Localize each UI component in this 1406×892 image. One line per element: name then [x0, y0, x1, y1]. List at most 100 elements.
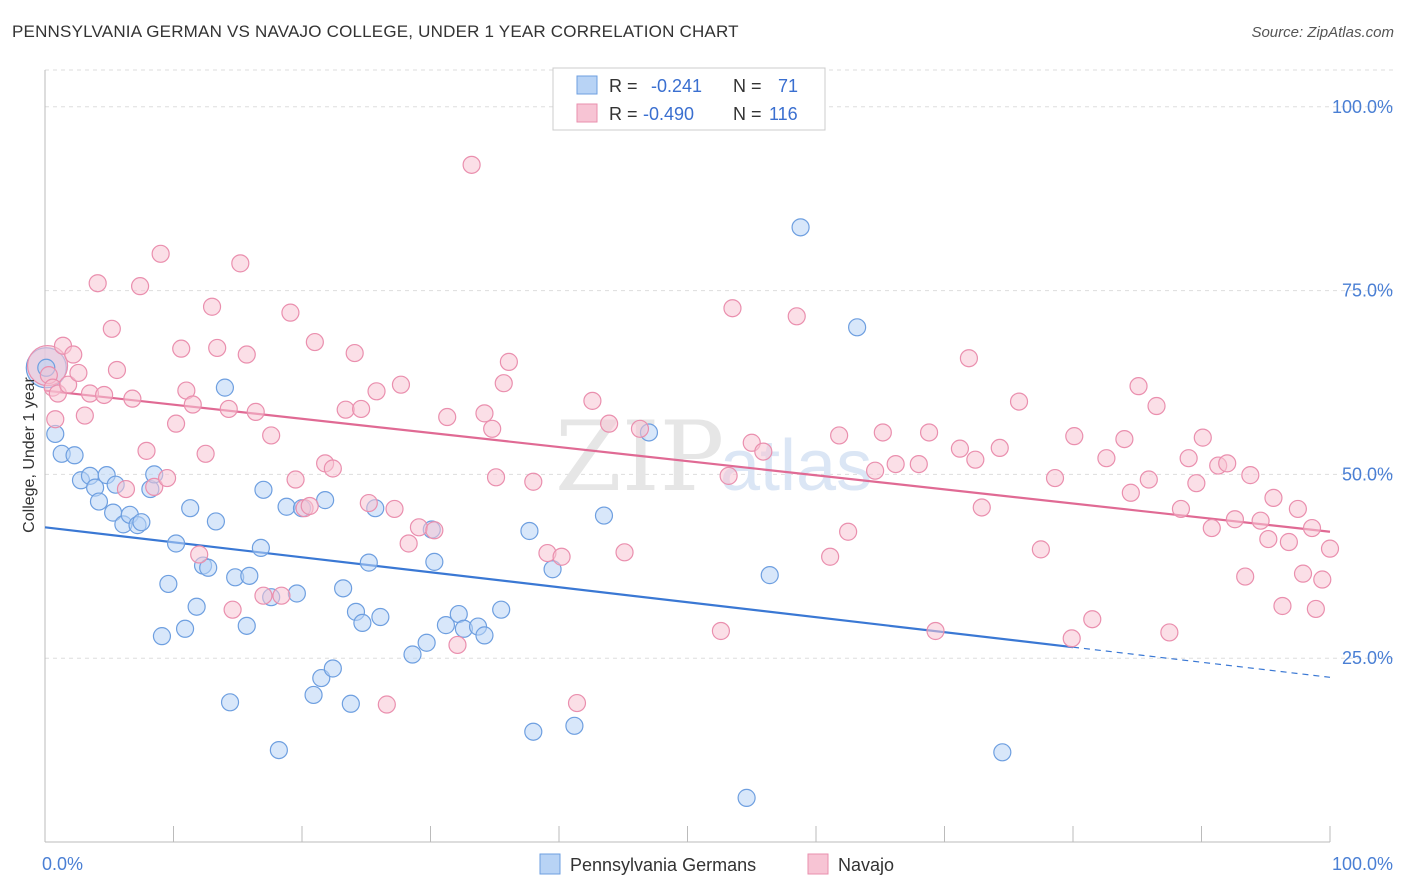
pink-point-108 [1202, 518, 1221, 538]
pink-point-54 [425, 521, 444, 540]
stats-legend: R = -0.241 N = 71 R = -0.490 N = 116 [552, 67, 826, 131]
pink-point-98 [1115, 429, 1134, 449]
pink-point-65 [552, 547, 571, 566]
blue-point-66 [760, 566, 779, 585]
pink-point-121 [1302, 518, 1322, 538]
pink-point-29 [219, 399, 238, 419]
pink-point-111 [1225, 510, 1245, 529]
pink-point-7 [69, 363, 88, 383]
pink-point-37 [281, 303, 300, 322]
legend-swatch-pink [576, 103, 598, 123]
pink-point-60 [486, 468, 506, 487]
pink-point-13 [107, 360, 127, 380]
blue-point-20 [175, 619, 195, 638]
y-tick-label-3: 100.0% [1332, 97, 1393, 117]
blue-point-35 [277, 497, 296, 516]
pink-point-120 [1293, 564, 1313, 583]
y-tick-label-2: 75.0% [1342, 281, 1393, 301]
pink-point-68 [600, 414, 619, 433]
pink-point-20 [157, 468, 177, 488]
pink-point-95 [1065, 427, 1084, 446]
pink-point-2 [46, 410, 65, 429]
pink-point-38 [286, 470, 305, 489]
pink-point-75 [754, 442, 773, 461]
pink-point-25 [190, 545, 209, 564]
pink-point-90 [990, 438, 1009, 458]
pink-point-89 [972, 498, 991, 517]
pink-point-99 [1121, 483, 1140, 502]
blue-point-68 [848, 318, 867, 337]
blue-point-30 [240, 566, 259, 585]
pink-point-84 [919, 423, 939, 442]
pink-point-51 [391, 375, 411, 394]
y-tick-labels: 25.0% 50.0% 75.0% 100.0% [1332, 97, 1393, 668]
series-legend-swatch-pink [807, 853, 829, 875]
pink-point-24 [183, 395, 202, 414]
pink-point-34 [254, 586, 273, 605]
pink-point-112 [1236, 567, 1255, 586]
blue-point-46 [359, 553, 378, 572]
blue-point-59 [520, 521, 539, 541]
pink-point-106 [1187, 474, 1206, 493]
pink-point-113 [1241, 466, 1260, 485]
blue-point-48 [371, 607, 390, 627]
pink-point-88 [966, 450, 985, 469]
legend-r-label-1: R = [609, 76, 638, 96]
pink-point-79 [839, 522, 858, 541]
pink-point-49 [377, 695, 396, 714]
series-legend-label-2: Navajo [838, 855, 894, 875]
watermark-zip: ZIP [555, 401, 724, 513]
pink-point-102 [1147, 396, 1166, 416]
x-tick-label-1: 100.0% [1332, 854, 1393, 874]
pink-point-124 [1320, 539, 1340, 558]
chart-title: PENNSYLVANIA GERMAN VS NAVAJO COLLEGE, U… [12, 22, 739, 41]
pink-point-10 [88, 274, 107, 293]
pink-point-81 [873, 423, 892, 442]
pink-point-116 [1264, 488, 1283, 508]
pink-point-15 [123, 389, 142, 408]
pink-point-56 [448, 635, 467, 655]
legend-n-value-1: 71 [778, 76, 798, 96]
legend-n-label-1: N = [733, 76, 762, 96]
pink-point-78 [830, 426, 849, 445]
blue-point-69 [993, 743, 1012, 762]
blue-point-45 [353, 613, 372, 632]
pink-point-80 [866, 461, 885, 480]
blue-point-7 [89, 492, 109, 511]
legend-swatch-blue [576, 75, 598, 95]
series-legend-swatch-blue [539, 853, 561, 875]
series-legend: Pennsylvania Germans Navajo [539, 853, 894, 875]
blue-trend-line-extension [1072, 646, 1331, 678]
legend-n-value-2: 116 [769, 104, 798, 124]
blue-point-42 [334, 579, 353, 598]
pink-point-103 [1160, 623, 1179, 642]
pink-point-47 [359, 493, 378, 513]
pink-point-85 [926, 621, 945, 641]
pink-point-115 [1259, 529, 1278, 549]
blue-point-27 [220, 693, 240, 712]
watermark-atlas: atlas [720, 426, 872, 506]
blue-point-24 [199, 558, 218, 577]
pink-point-70 [630, 419, 650, 438]
blue-point-31 [251, 538, 270, 558]
blue-point-3 [65, 446, 84, 465]
blue-point-58 [492, 600, 511, 619]
blue-point-62 [565, 716, 584, 735]
blue-point-49 [403, 645, 422, 664]
pink-point-6 [64, 345, 83, 364]
pink-point-27 [202, 297, 222, 316]
pink-point-43 [323, 459, 342, 478]
pink-point-8 [75, 406, 94, 425]
blue-point-22 [187, 597, 206, 616]
pink-point-114 [1251, 511, 1270, 530]
y-tick-label-0: 25.0% [1342, 648, 1393, 668]
pink-point-91 [1009, 392, 1029, 411]
blue-point-17 [152, 627, 172, 646]
pink-point-118 [1279, 532, 1298, 552]
blue-point-63 [594, 506, 614, 525]
pink-point-94 [1062, 629, 1081, 648]
pink-point-28 [208, 338, 227, 358]
blue-point-14 [132, 513, 151, 532]
pink-point-58 [475, 404, 494, 423]
